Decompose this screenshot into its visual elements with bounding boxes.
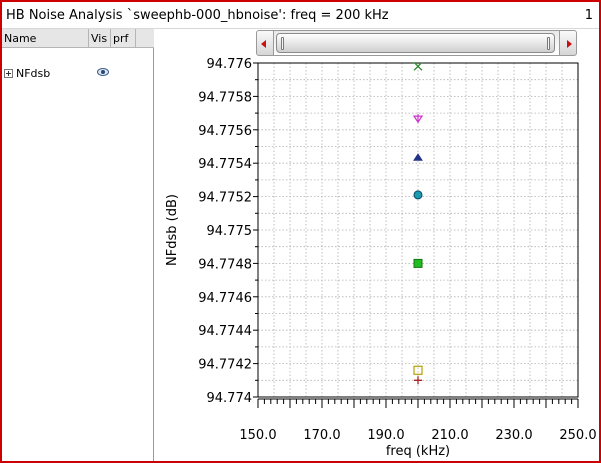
data-point-x [413,61,423,71]
y-axis-label: NFdsb (dB) [165,194,180,266]
data-point-up-triangle [413,153,423,161]
x-tick-label: 250.0 [559,428,596,443]
window-number: 1 [584,8,593,23]
data-point-plus [414,376,422,385]
column-header-vis[interactable]: Vis [91,32,108,45]
column-separator[interactable] [135,29,136,48]
y-tick-label: 94.7746 [198,291,252,306]
column-header-name[interactable]: Name [4,32,37,45]
y-tick-label: 94.7742 [198,358,252,373]
thumb-right-grip-icon[interactable] [547,37,550,50]
sidebar-header: Name Vis prf [2,29,154,48]
y-tick-label: 94.7752 [198,191,252,206]
column-header-prf[interactable]: prf [113,32,129,45]
y-tick-label: 94.776 [207,57,253,72]
y-tick-label: 94.7744 [198,324,252,339]
data-point-open-square [413,365,423,375]
thumb-left-grip-icon[interactable] [281,37,284,50]
x-tick-label: 210.0 [431,428,468,443]
x-axis-label: freq (kHz) [386,444,450,459]
y-tick-label: 94.7756 [198,124,252,139]
data-point-square [413,258,423,268]
column-separator[interactable] [110,29,111,48]
scroll-right-arrow-icon[interactable] [559,30,577,56]
scrollbar-track[interactable] [274,30,559,56]
trace-row-nfdsb[interactable]: NFdsb [4,67,154,83]
data-points [412,61,424,385]
x-axis: 150.0 170.0 190.0 210.0 230.0 250.0 [239,428,596,443]
x-tick-label: 170.0 [303,428,340,443]
y-tick-label: 94.775 [207,224,253,239]
plus-expander-icon[interactable] [4,69,13,78]
horizontal-scrollbar[interactable] [256,30,577,56]
trace-label[interactable]: NFdsb [16,67,51,80]
column-separator[interactable] [88,29,89,48]
x-tick-label: 190.0 [367,428,404,443]
eye-icon[interactable] [97,68,109,76]
trace-sidebar: Name Vis prf NFdsb [2,29,154,461]
y-tick-label: 94.7758 [198,90,252,105]
y-tick-label: 94.774 [207,391,253,406]
window-title: HB Noise Analysis `sweephb-000_hbnoise':… [6,8,389,23]
x-minor-ticks [257,398,579,408]
x-tick-label: 150.0 [239,428,276,443]
grid [258,63,578,397]
y-tick-label: 94.7748 [198,257,252,272]
scroll-left-arrow-icon[interactable] [256,30,274,56]
y-tick-label: 94.7754 [198,157,252,172]
y-axis: 94.776 94.7758 94.7756 94.7754 94.7752 94.775… [198,57,258,406]
title-bar: HB Noise Analysis `sweephb-000_hbnoise':… [2,2,599,29]
x-tick-label: 230.0 [495,428,532,443]
data-point-circle [413,190,423,200]
scrollbar-thumb[interactable] [276,33,555,53]
